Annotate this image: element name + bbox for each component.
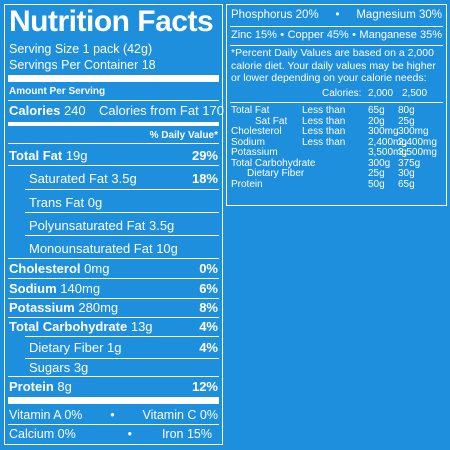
mineral-row: Zinc 15% • Copper 45% • Manganese 35% (231, 29, 442, 41)
nutrient-row-total-fat: Total Fat 19g 29% (9, 148, 218, 163)
divider (25, 358, 219, 359)
footnote: *Percent Daily Values are based on a 2,0… (231, 47, 436, 84)
bullet-icon: • (127, 427, 133, 441)
table-row: Sodium Less than 2,400mg 2,400mg (231, 136, 437, 148)
divider (25, 336, 219, 337)
divider (8, 278, 219, 279)
nutrient-row-potassium: Potassium 280mg 8% (9, 300, 218, 315)
nutrient-row-monounsaturated-fat: Monounsaturated Fat 10g (29, 241, 178, 256)
vitamin-row: Vitamin A 0% • Vitamin C 0% (9, 408, 218, 422)
nutrient-row-saturated-fat: Saturated Fat 3.5g 18% (29, 171, 218, 186)
calories-row: Calories 240 Calories from Fat 170 (9, 103, 224, 118)
divider (25, 235, 219, 236)
divider (8, 376, 219, 377)
daily-value-header: % Daily Value* (149, 130, 218, 141)
nutrient-row-sodium: Sodium 140mg 6% (9, 281, 218, 296)
table-row: Cholesterol Less than 300mg 300mg (231, 126, 429, 137)
divider (8, 298, 219, 299)
divider (230, 102, 443, 103)
table-row: Total Fat Less than 65g 80g (231, 105, 415, 116)
divider (230, 26, 443, 27)
thick-divider (8, 397, 219, 404)
nutrient-row-protein: Protein 8g 12% (9, 379, 218, 394)
bullet-icon: • (335, 9, 340, 21)
divider (25, 212, 219, 213)
mineral-row: Phosphorus 20% • Magnesium 30% (231, 9, 442, 21)
daily-values-panel: Phosphorus 20% • Magnesium 30% Zinc 15% … (226, 4, 447, 206)
divider (8, 143, 219, 144)
serving-size: Serving Size 1 pack (42g) (9, 42, 153, 56)
medium-divider (8, 122, 219, 126)
bullet-icon: • (280, 29, 285, 41)
nutrient-row-trans-fat: Trans Fat 0g (29, 195, 103, 210)
bullet-icon: • (352, 29, 356, 41)
table-row: Potassium 3,500mg 3,500mg (231, 147, 437, 158)
servings-per-container: Servings Per Container 18 (9, 58, 156, 72)
table-header: Calories: 2,000 2,500 (322, 88, 428, 99)
panel-title: Nutrition Facts (9, 5, 214, 38)
nutrient-row-dietary-fiber: Dietary Fiber 1g 4% (29, 340, 218, 355)
table-row: Protein 50g 65g (231, 178, 415, 190)
divider (230, 45, 443, 46)
bullet-icon: • (110, 408, 115, 422)
nutrition-facts-panel: Nutrition Facts Serving Size 1 pack (42g… (4, 4, 224, 445)
thick-divider (8, 75, 219, 82)
nutrient-row-cholesterol: Cholesterol 0mg 0% (9, 261, 218, 276)
daily-value-table: Total Fat Less than 65g 80g Sat Fat Less… (227, 105, 446, 206)
divider (8, 100, 219, 101)
nutrient-row-total-carbohydrate: Total Carbohydrate 13g 4% (9, 319, 218, 334)
table-row: Sat Fat Less than 20g 25g (255, 115, 415, 127)
table-row: Dietary Fiber 25g 30g (247, 168, 415, 179)
divider (8, 258, 219, 259)
divider (8, 424, 219, 425)
nutrient-row-polyunsaturated-fat: Polyunsaturated Fat 3.5g (29, 218, 175, 233)
divider (8, 317, 219, 318)
vitamin-row: Calcium 0% • Iron 15% (9, 427, 212, 441)
divider (25, 189, 219, 190)
table-row: Total Carbohydrate 300g 375g (231, 157, 421, 169)
divider (8, 165, 219, 166)
nutrient-row-sugars: Sugars 3g (29, 360, 89, 375)
amount-per-serving: Amount Per Serving (9, 86, 106, 97)
